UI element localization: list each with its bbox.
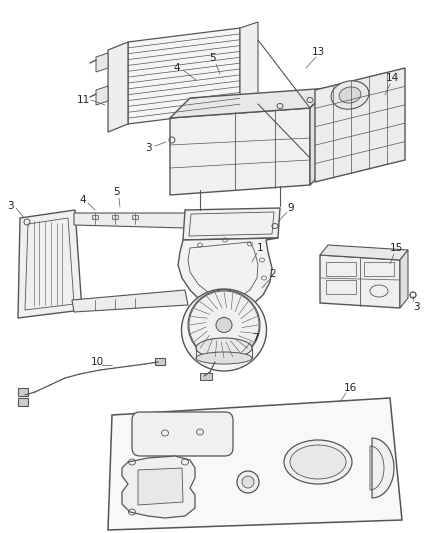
- Bar: [155, 358, 165, 365]
- Bar: [364, 262, 394, 276]
- Text: 15: 15: [389, 243, 403, 253]
- Polygon shape: [320, 245, 408, 260]
- Polygon shape: [400, 250, 408, 308]
- Polygon shape: [240, 22, 258, 110]
- Text: 4: 4: [80, 195, 86, 205]
- Ellipse shape: [331, 81, 369, 109]
- Text: 5: 5: [208, 53, 215, 63]
- Polygon shape: [128, 28, 240, 124]
- Ellipse shape: [216, 318, 232, 333]
- Polygon shape: [310, 88, 330, 185]
- Bar: [326, 262, 356, 276]
- Ellipse shape: [339, 87, 361, 103]
- Polygon shape: [74, 213, 190, 228]
- Polygon shape: [183, 208, 280, 240]
- Text: 3: 3: [7, 201, 13, 211]
- Text: 14: 14: [385, 73, 399, 83]
- Text: 2: 2: [270, 269, 276, 279]
- Text: 5: 5: [113, 187, 119, 197]
- Ellipse shape: [188, 290, 260, 360]
- Polygon shape: [96, 86, 108, 105]
- FancyBboxPatch shape: [132, 412, 233, 456]
- Text: 7: 7: [252, 333, 258, 343]
- Text: 9: 9: [288, 203, 294, 213]
- Ellipse shape: [196, 352, 252, 364]
- Text: 3: 3: [413, 302, 419, 312]
- Bar: [326, 280, 356, 294]
- Polygon shape: [170, 88, 330, 118]
- Bar: [18, 388, 28, 396]
- Text: 1: 1: [257, 243, 263, 253]
- Polygon shape: [108, 398, 402, 530]
- Polygon shape: [96, 53, 108, 72]
- Polygon shape: [108, 42, 128, 132]
- Bar: [200, 373, 212, 380]
- Text: 10: 10: [90, 357, 103, 367]
- Bar: [92, 215, 98, 219]
- Text: 11: 11: [76, 95, 90, 105]
- Polygon shape: [372, 438, 394, 498]
- Ellipse shape: [196, 338, 252, 358]
- Ellipse shape: [181, 289, 266, 371]
- Polygon shape: [72, 290, 188, 312]
- Polygon shape: [170, 108, 310, 195]
- Polygon shape: [320, 255, 400, 308]
- Polygon shape: [315, 68, 405, 182]
- Bar: [18, 398, 28, 406]
- Text: 4: 4: [174, 63, 180, 73]
- Text: 3: 3: [145, 143, 151, 153]
- Polygon shape: [138, 468, 183, 505]
- Text: 16: 16: [343, 383, 357, 393]
- Polygon shape: [18, 210, 82, 318]
- Text: 13: 13: [311, 47, 325, 57]
- Bar: [132, 215, 138, 219]
- Polygon shape: [178, 238, 278, 312]
- Ellipse shape: [290, 445, 346, 479]
- Ellipse shape: [284, 440, 352, 484]
- Ellipse shape: [237, 471, 259, 493]
- Polygon shape: [122, 456, 195, 518]
- Bar: [112, 215, 118, 219]
- Ellipse shape: [242, 476, 254, 488]
